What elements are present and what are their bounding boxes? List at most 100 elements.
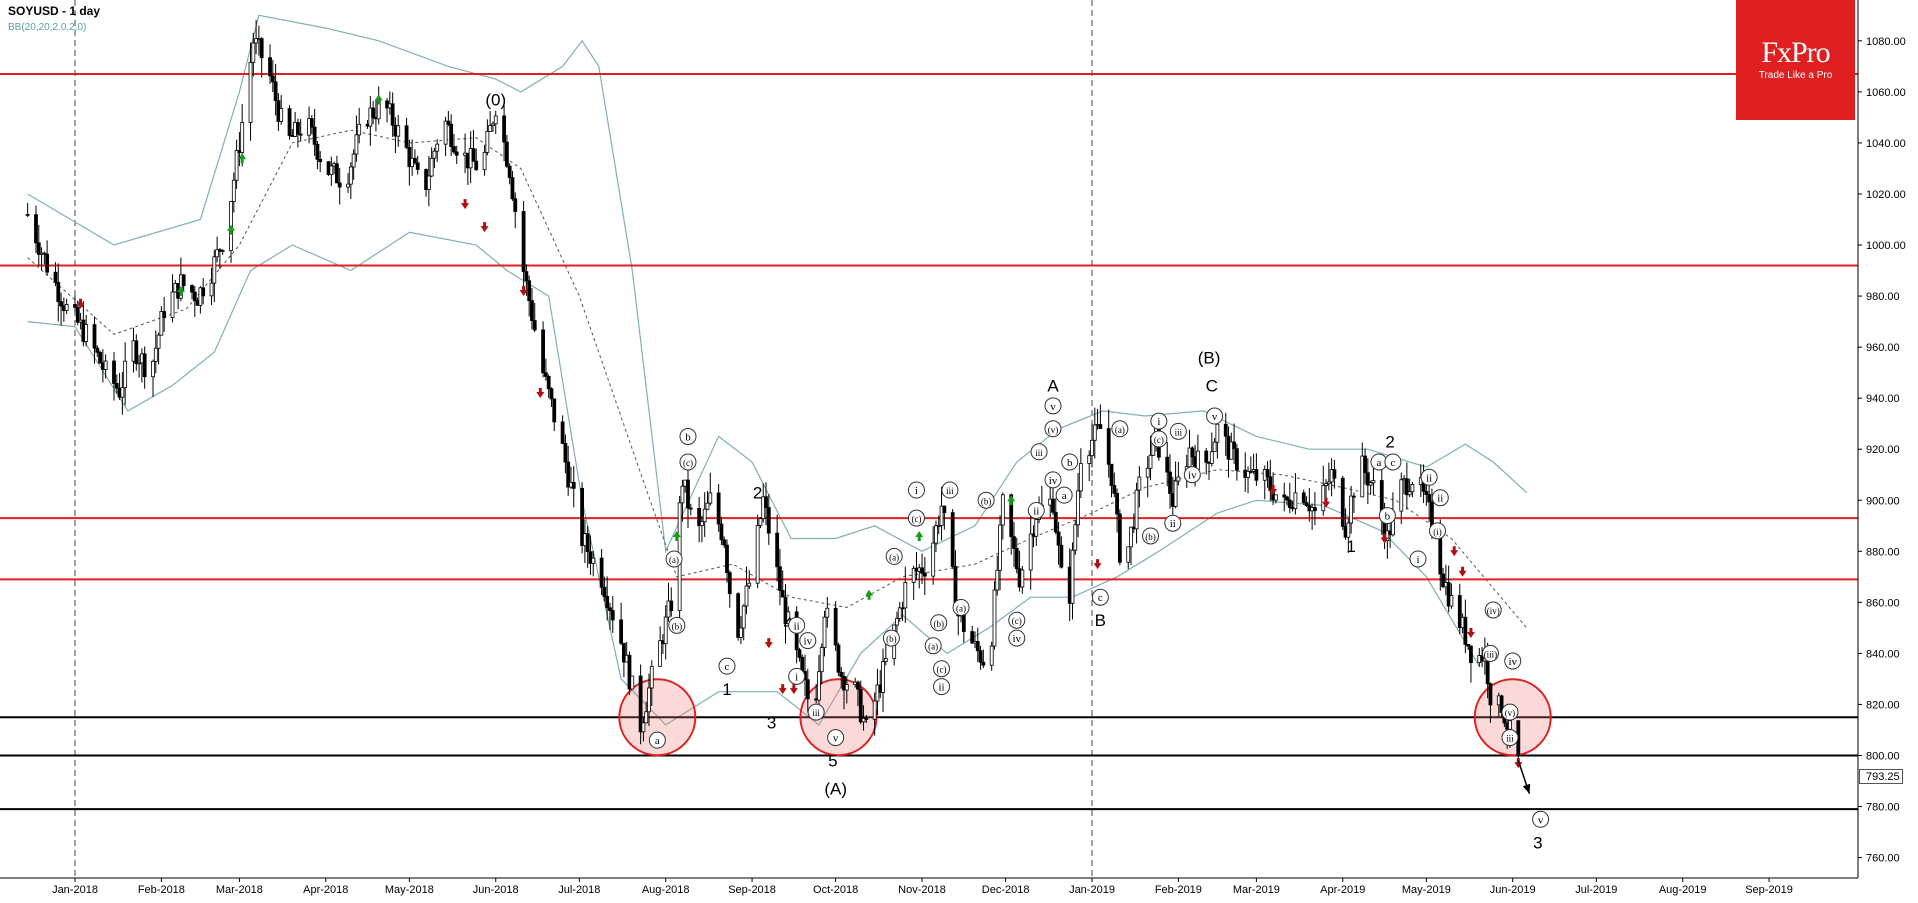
candle-body: [591, 557, 596, 564]
candle-body: [84, 324, 89, 342]
x-tick-label: Jan-2018: [52, 884, 98, 896]
candle-body: [546, 376, 551, 390]
candle-body: [842, 676, 846, 691]
candle-body: [1285, 496, 1289, 501]
candle-body: [747, 582, 752, 587]
candlesticks: [25, 19, 1521, 766]
wave-label: i: [795, 671, 798, 683]
candle-body: [566, 461, 571, 488]
wave-label: (i): [1433, 527, 1442, 537]
wave-label-ring: [1091, 588, 1109, 606]
candle-body: [725, 544, 729, 573]
wave-label: 2: [1385, 433, 1394, 452]
candle-body: [702, 508, 707, 523]
candle-body: [357, 123, 362, 136]
x-tick-label: Aug-2018: [642, 884, 690, 896]
candle-body: [1273, 494, 1278, 501]
candle-body: [1034, 519, 1039, 537]
x-tick-label: Jul-2018: [558, 884, 600, 896]
wave-label-ring: [679, 453, 697, 471]
candle-body: [153, 347, 158, 362]
wave-label-ring: [665, 550, 683, 568]
candle-body: [644, 711, 649, 724]
candle-body: [764, 496, 768, 508]
wave-label-ring: [1206, 407, 1224, 425]
wave-label-ring: [807, 703, 825, 721]
down-arrow-icon: [76, 298, 85, 309]
wave-label: ii: [1426, 472, 1432, 484]
candle-body: [900, 607, 905, 610]
candle-body: [513, 198, 518, 212]
down-arrow-icon: [1458, 566, 1467, 577]
candle-body: [819, 647, 824, 673]
x-tick-label: Mar-2018: [216, 884, 263, 896]
candle-body: [75, 306, 80, 323]
down-arrow-icon: [1322, 497, 1331, 508]
candle-body: [1469, 645, 1473, 664]
candle-body: [950, 512, 955, 567]
wave-label: (b): [672, 621, 683, 631]
candle-body: [541, 329, 545, 374]
wave-label-ring: [882, 629, 900, 647]
candle-body: [722, 539, 727, 546]
candle-body: [1053, 511, 1058, 533]
candle-body: [864, 717, 869, 720]
candle-body: [36, 242, 41, 255]
y-tick-label: 820.00: [1866, 699, 1900, 711]
candle-body: [1092, 424, 1097, 441]
down-arrow-icon: [519, 285, 528, 296]
candle-body: [1212, 441, 1217, 453]
candle-body: [608, 607, 612, 612]
candle-body: [1137, 476, 1142, 491]
candle-body: [1195, 450, 1200, 471]
wave-label-ring: [907, 481, 925, 499]
candle-body: [521, 211, 526, 272]
wave-label: (c): [937, 665, 947, 675]
wave-label-ring: [1481, 644, 1499, 662]
wave-label: 1: [722, 680, 731, 699]
candle-body: [975, 641, 980, 652]
candle-body: [1248, 471, 1253, 473]
wave-label: a: [655, 735, 660, 747]
candle-body: [1234, 448, 1239, 471]
candle-body: [1293, 492, 1298, 510]
candle-body: [159, 311, 164, 336]
wave-label: iv: [1049, 475, 1058, 487]
wave-label: v: [833, 733, 839, 745]
candle-body: [493, 115, 498, 125]
x-tick-label: May-2019: [1402, 884, 1451, 896]
candle-body: [1165, 456, 1170, 473]
candle-body: [903, 582, 908, 609]
wave-label-ring: [933, 660, 951, 678]
candle-body: [1176, 476, 1181, 482]
candle-body: [532, 320, 537, 331]
y-tick-label: 1080.00: [1866, 36, 1906, 48]
wave-label-ring: [648, 731, 666, 749]
candle-body: [34, 214, 38, 244]
candle-body: [201, 287, 206, 297]
candle-body: [1424, 490, 1429, 495]
candle-body: [527, 280, 532, 302]
wave-label: i: [915, 485, 918, 497]
candle-body: [524, 271, 529, 282]
candle-body: [1352, 495, 1356, 498]
wave-label-ring: [1384, 453, 1402, 471]
candle-body: [939, 505, 944, 526]
wave-label: (B): [1198, 348, 1221, 367]
candle-body: [279, 108, 284, 122]
candle-body: [1028, 533, 1033, 571]
down-arrow-icon: [480, 222, 489, 233]
candle-body: [1215, 423, 1220, 443]
candle-body: [454, 151, 459, 156]
candle-body: [1059, 544, 1064, 568]
down-arrow-icon: [536, 388, 545, 399]
wave-label: i: [1157, 416, 1160, 428]
candle-body: [212, 256, 217, 284]
candle-body: [53, 271, 58, 283]
candle-body: [1321, 485, 1326, 512]
candle-body: [426, 175, 431, 190]
candle-body: [510, 177, 515, 200]
indicator-label: BB(20,20,2.0,2.0): [8, 22, 87, 33]
